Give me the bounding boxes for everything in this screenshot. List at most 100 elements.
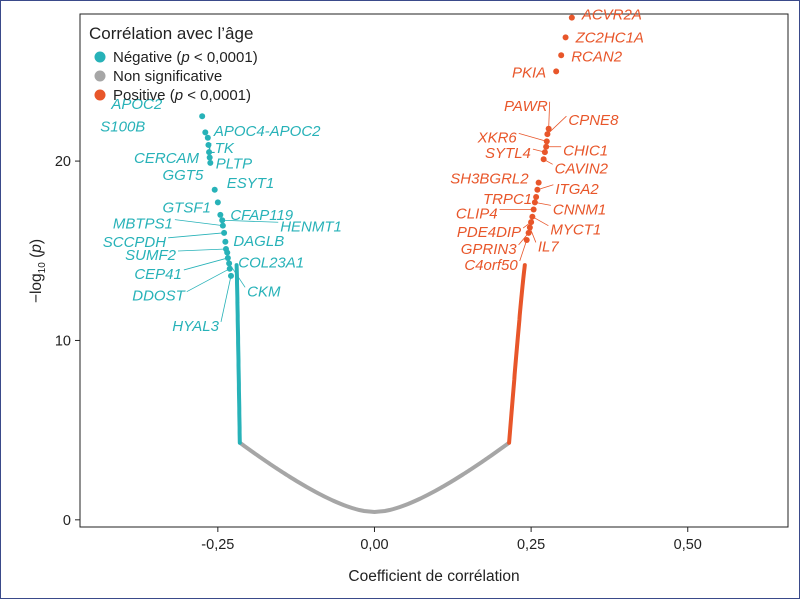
label-gtsf1: GTSF1 <box>162 199 210 216</box>
label-sytl4: SYTL4 <box>485 145 531 162</box>
point-gtsf1 <box>214 199 221 206</box>
curve-positive <box>507 263 527 445</box>
point-ggt5 <box>207 159 214 166</box>
x-tick-label: -0,25 <box>201 537 234 553</box>
leader-sumf2 <box>177 248 227 252</box>
leader-trpc1 <box>533 194 537 198</box>
label-col23a1: COL23A1 <box>238 255 304 272</box>
label-gprin3: GPRIN3 <box>461 241 518 258</box>
leader-henmt1 <box>222 219 279 223</box>
plot-area <box>79 13 789 528</box>
label-pkia: PKIA <box>512 64 546 81</box>
x-tick-label: 0,00 <box>360 537 388 553</box>
leader-ddost <box>186 268 230 293</box>
leader-pawr <box>548 101 551 129</box>
leader-xkr6 <box>518 132 547 142</box>
label-il7: IL7 <box>538 238 560 255</box>
label-mbtps1: MBTPS1 <box>113 216 173 233</box>
label-sh3bgrl2: SH3BGRL2 <box>450 171 529 188</box>
point-pltp <box>206 154 213 161</box>
legend-positive-label: Positive (p < 0,0001) <box>113 87 251 104</box>
label-ddost: DDOST <box>132 288 186 305</box>
leader-cavin2 <box>543 158 553 165</box>
leader-sccpdh <box>168 232 225 239</box>
point-zc2hc1a <box>562 34 569 41</box>
legend-positive-text-p: p <box>174 87 183 104</box>
point-s100b <box>202 129 209 136</box>
y-axis-title-rest: (p) <box>28 239 45 262</box>
y-axis-title-main: −log <box>28 273 45 303</box>
label-ckm: CKM <box>247 283 281 300</box>
y-axis-title-sub: 10 <box>37 262 48 274</box>
label-cercam: CERCAM <box>134 150 200 167</box>
label-apoc2: APOC2 <box>110 96 163 113</box>
label-cfap119: CFAP119 <box>230 207 293 224</box>
label-sumf2: SUMF2 <box>125 247 176 264</box>
leader-cnnm1 <box>534 201 551 206</box>
legend-negative-label: Négative (p < 0,0001) <box>113 49 258 66</box>
label-chic1: CHIC1 <box>563 143 608 160</box>
label-itga2: ITGA2 <box>555 181 599 198</box>
y-tick-label: 10 <box>55 333 71 349</box>
label-apoc4-apoc2: APOC4-APOC2 <box>213 123 321 140</box>
x-tick-label: 0,25 <box>517 537 545 553</box>
point-cercam <box>206 149 213 156</box>
point-sh3bgrl2 <box>535 179 542 186</box>
leader-layer <box>168 101 567 322</box>
label-xkr6: XKR6 <box>477 129 518 146</box>
label-acvr2a: ACVR2A <box>581 7 642 24</box>
leader-c4orf50 <box>519 239 528 262</box>
leader-sytl4 <box>532 148 545 153</box>
legend-none-label: Non significative <box>113 68 222 85</box>
leader-itga2 <box>537 184 554 191</box>
point-rcan2 <box>558 52 565 59</box>
label-zc2hc1a: ZC2HC1A <box>575 29 644 46</box>
label-pawr: PAWR <box>504 98 548 115</box>
leader-gprin3 <box>518 232 529 246</box>
leader-hyal3 <box>220 275 232 322</box>
point-ltk <box>205 141 212 148</box>
label-clip4: CLIP4 <box>456 206 498 223</box>
point-esyt1 <box>211 186 218 193</box>
legend-positive-text-b: < 0,0001) <box>183 87 251 104</box>
label-pltp: PLTP <box>216 155 252 172</box>
legend-none-swatch <box>94 70 106 82</box>
y-axis-title: −log10 (p) <box>28 239 48 303</box>
label-cavin2: CAVIN2 <box>555 160 609 177</box>
leader-mbtps1 <box>174 219 223 227</box>
axis-layer: -0,25 0,00 0,25 0,50 0 10 20 <box>55 154 702 553</box>
y-axis-title-rest-open: ( <box>28 252 45 258</box>
legend-title: Corrélation avec l’âge <box>89 24 253 43</box>
label-myct1: MYCT1 <box>550 222 601 239</box>
leader-cpne8 <box>547 115 567 135</box>
legend-negative-swatch <box>94 51 106 63</box>
leader-pde4dip <box>522 221 532 229</box>
label-cpne8: CPNE8 <box>568 112 619 129</box>
legend-positive-text-a: Positive ( <box>113 87 175 104</box>
leader-cep41 <box>183 257 228 271</box>
label-cep41: CEP41 <box>134 266 182 283</box>
label-henmt1: HENMT1 <box>280 218 342 235</box>
point-col23a1 <box>224 249 231 256</box>
x-axis-title: Coefficient de corrélation <box>348 568 519 585</box>
point-pawr <box>545 125 552 132</box>
leader-ckm <box>228 263 246 288</box>
legend-positive-swatch <box>94 89 106 101</box>
label-esyt1: ESYT1 <box>227 175 275 192</box>
legend-negative-text-a: Négative ( <box>113 49 181 66</box>
legend: Corrélation avec l’âge Négative (p < 0,0… <box>89 24 258 104</box>
label-pde4dip: PDE4DIP <box>457 224 521 241</box>
points-layer <box>199 14 575 279</box>
label-cnnm1: CNNM1 <box>553 201 606 218</box>
curve-negative <box>234 263 242 445</box>
y-axis-title-rest-p: p <box>28 244 45 254</box>
point-pkia <box>553 68 560 75</box>
label-rcan2: RCAN2 <box>571 48 623 65</box>
label-ggt5: GGT5 <box>162 167 203 184</box>
point-daglb <box>222 238 229 245</box>
y-tick-label: 0 <box>63 513 71 529</box>
label-daglb: DAGLB <box>233 233 284 250</box>
